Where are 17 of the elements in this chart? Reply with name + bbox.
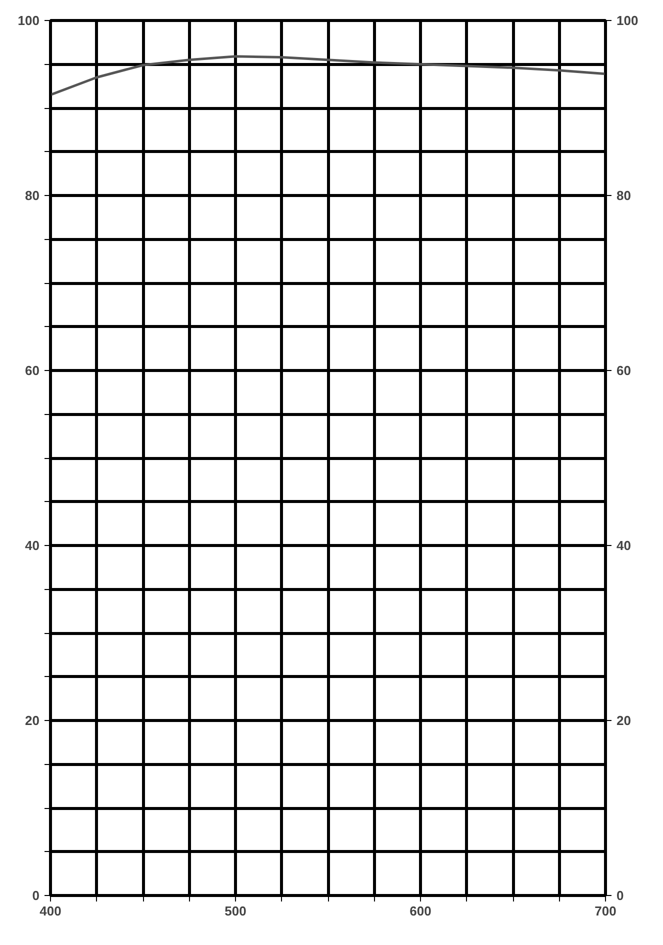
y-tick-label: 20 bbox=[25, 713, 40, 728]
y2-tick-label: 20 bbox=[616, 713, 631, 728]
y2-tick-label: 60 bbox=[616, 363, 631, 378]
x-tick-label: 600 bbox=[410, 904, 432, 918]
y-tick-label: 100 bbox=[18, 13, 40, 28]
line-series bbox=[50, 55, 606, 96]
y2-tick-label: 0 bbox=[616, 888, 624, 903]
y-tick-label: 60 bbox=[25, 363, 40, 378]
x-tick-label: 500 bbox=[224, 904, 246, 918]
x-tick-label: 400 bbox=[40, 904, 62, 918]
y2-tick-label: 100 bbox=[616, 13, 638, 28]
y-tick-label: 80 bbox=[25, 188, 40, 203]
x-tick-label: 700 bbox=[594, 904, 616, 918]
y-tick-label: 0 bbox=[32, 888, 40, 903]
y2-tick-label: 40 bbox=[616, 538, 631, 553]
y2-tick-label: 80 bbox=[616, 188, 631, 203]
y-tick-label: 40 bbox=[25, 538, 40, 553]
